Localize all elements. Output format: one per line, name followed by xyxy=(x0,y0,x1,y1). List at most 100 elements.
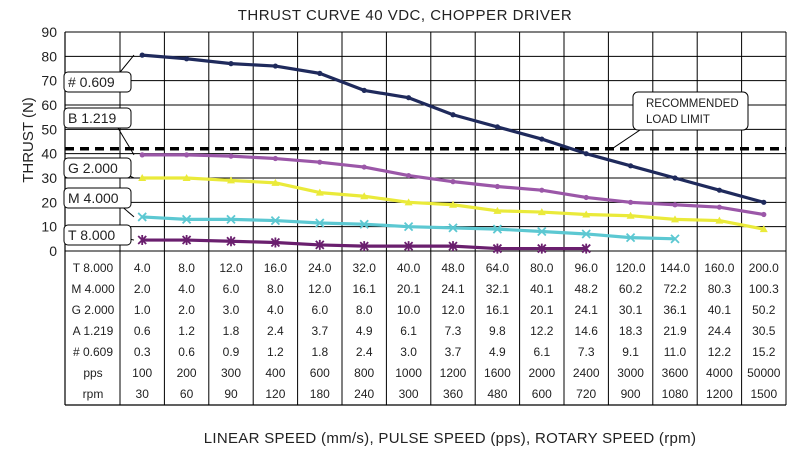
table-cell: 48.0 xyxy=(441,261,465,275)
table-cell: 8.0 xyxy=(356,303,373,317)
series-label: B 1.219 xyxy=(68,110,116,126)
series-marker xyxy=(626,211,635,219)
table-cell: 7.3 xyxy=(578,345,595,359)
table-cell: 24.4 xyxy=(708,324,732,338)
table-cell: 9.8 xyxy=(489,324,506,338)
series-label: G 2.000 xyxy=(68,160,118,176)
table-cell: 4.0 xyxy=(267,303,284,317)
series-marker xyxy=(359,219,369,229)
y-tick-label: 50 xyxy=(41,121,57,137)
table-cell: 0.6 xyxy=(134,324,151,338)
table-row-label: A 1.219 xyxy=(73,324,114,338)
series-marker xyxy=(228,61,234,67)
series-marker xyxy=(628,163,634,169)
series-marker xyxy=(404,198,413,206)
table-cell: 1500 xyxy=(750,387,777,401)
table-cell: 40.1 xyxy=(530,282,554,296)
table-cell: 40.0 xyxy=(397,261,421,275)
table-cell: 1600 xyxy=(484,366,511,380)
series-marker xyxy=(139,52,145,58)
table-cell: 32.0 xyxy=(353,261,377,275)
table-cell: 600 xyxy=(532,387,552,401)
series-marker xyxy=(450,112,456,118)
series-marker xyxy=(761,199,767,205)
series-marker xyxy=(139,152,145,158)
table-cell: 48.2 xyxy=(575,282,599,296)
table-cell: 0.9 xyxy=(223,345,240,359)
table-cell: 300 xyxy=(221,366,241,380)
table-cell: 16.1 xyxy=(353,282,377,296)
table-cell: 9.1 xyxy=(622,345,639,359)
series-marker xyxy=(360,192,369,200)
table-cell: 60.2 xyxy=(619,282,643,296)
series-marker xyxy=(271,178,280,186)
table-cell: 200 xyxy=(177,366,197,380)
table-cell: 3.0 xyxy=(223,303,240,317)
series-marker xyxy=(581,243,591,254)
table-cell: 60 xyxy=(180,387,194,401)
table-cell: 600 xyxy=(310,366,330,380)
series-marker xyxy=(181,214,192,225)
table-cell: 80.3 xyxy=(708,282,732,296)
table-row-label: G 2.000 xyxy=(72,303,115,317)
series-marker xyxy=(184,152,190,158)
table-row-label: M 4.000 xyxy=(71,282,115,296)
series-marker xyxy=(715,216,724,224)
series-marker xyxy=(583,194,589,201)
table-cell: 80.0 xyxy=(530,261,554,275)
series-marker xyxy=(184,56,190,62)
table-cell: 2400 xyxy=(573,366,600,380)
series-marker xyxy=(670,234,680,244)
series-marker xyxy=(317,70,323,76)
table-cell: 3600 xyxy=(662,366,689,380)
table-cell: 96.0 xyxy=(575,261,599,275)
series-marker xyxy=(361,87,367,93)
table-cell: 16.1 xyxy=(486,303,510,317)
series-marker xyxy=(448,241,458,252)
table-cell: 100.3 xyxy=(749,282,779,296)
table-cell: 2.0 xyxy=(134,282,151,296)
table-cell: 1200 xyxy=(706,387,733,401)
series-marker xyxy=(494,183,500,190)
series-m-4-000 xyxy=(137,212,680,244)
table-cell: 144.0 xyxy=(660,261,690,275)
series-marker xyxy=(226,214,236,225)
table-cell: 20.1 xyxy=(397,282,421,296)
annotation-text: RECOMMENDED xyxy=(646,98,739,110)
table-cell: 6.0 xyxy=(311,303,328,317)
series-marker xyxy=(137,212,147,222)
table-cell: 18.3 xyxy=(619,324,643,338)
table-cell: 14.6 xyxy=(575,324,599,338)
table-cell: 30 xyxy=(136,387,150,401)
series-marker xyxy=(537,208,546,216)
speed-table: T 8.000 4.0 8.0 12.0 16.0 24.0 32.0 40.0 48.0 64.… xyxy=(71,261,780,401)
table-cell: 3000 xyxy=(617,366,644,380)
table-cell: 7.3 xyxy=(445,324,462,338)
table-cell: 36.1 xyxy=(663,303,687,317)
series-label: T 8.000 xyxy=(68,227,115,243)
series-marker xyxy=(272,63,278,69)
table-cell: 50000 xyxy=(747,366,781,380)
table-cell: 4.9 xyxy=(356,324,373,338)
table-cell: 6.1 xyxy=(533,345,550,359)
series-marker xyxy=(226,236,236,247)
annotation-text: LOAD LIMIT xyxy=(646,114,710,126)
table-cell: 12.2 xyxy=(708,345,732,359)
table-cell: 1.8 xyxy=(223,324,240,338)
table-cell: 40.1 xyxy=(708,303,732,317)
y-tick-label: 80 xyxy=(41,48,57,64)
series--0-609 xyxy=(139,52,767,205)
table-cell: 12.0 xyxy=(308,282,332,296)
y-tick-label: 70 xyxy=(41,73,57,89)
table-cell: 4.0 xyxy=(178,282,195,296)
chart-title: THRUST CURVE 40 VDC, CHOPPER DRIVER xyxy=(238,7,573,24)
series-marker xyxy=(672,202,678,208)
table-cell: 24.0 xyxy=(308,261,332,275)
table-cell: 4.0 xyxy=(134,261,151,275)
series-marker xyxy=(448,223,458,233)
series-marker xyxy=(581,229,591,239)
series-marker xyxy=(270,215,281,226)
y-tick-label: 0 xyxy=(49,243,57,259)
series-label-box xyxy=(63,224,132,246)
